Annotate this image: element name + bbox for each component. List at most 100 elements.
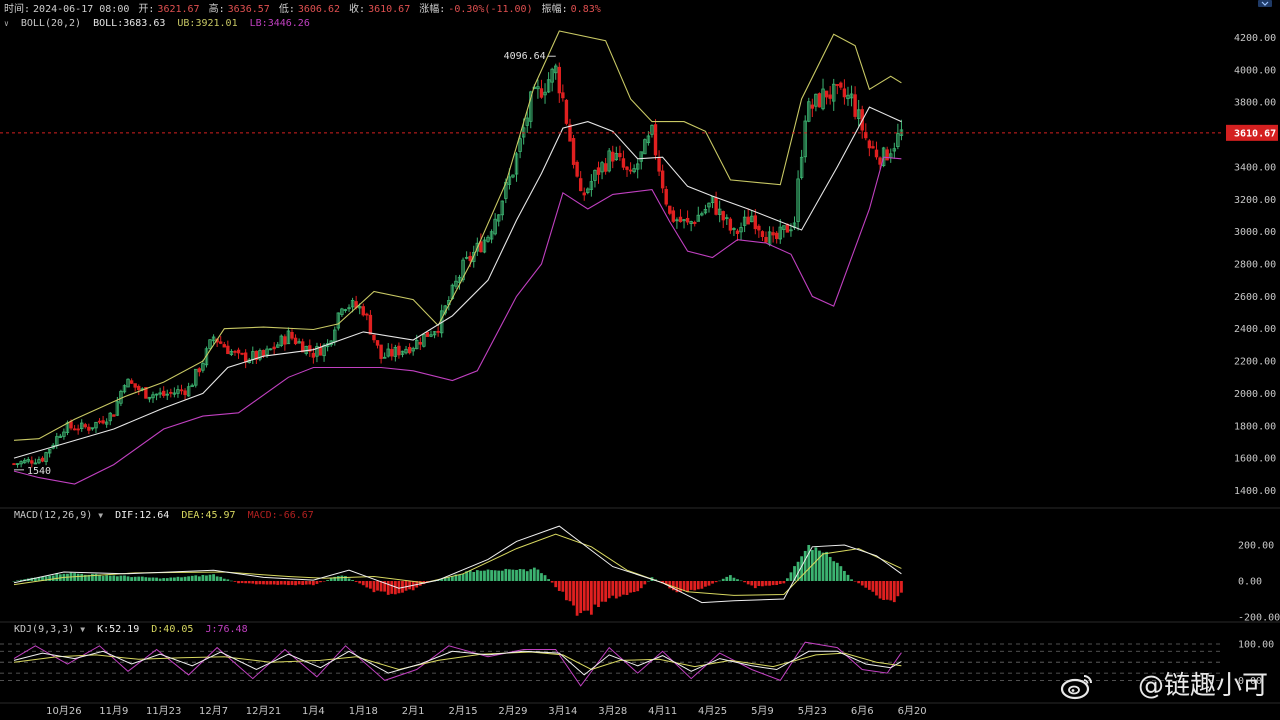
candle-down	[283, 336, 287, 345]
kdj-legend: KDJ(9,3,3) ▼ K:52.19 D:40.05 J:76.48	[14, 623, 254, 637]
y-tick-label: 3400.00	[1234, 162, 1276, 173]
candle-down	[129, 380, 134, 384]
candle-down	[390, 349, 394, 357]
macd-bar	[664, 581, 668, 585]
macd-bar	[597, 581, 600, 608]
candle-up	[461, 259, 465, 281]
candle-down	[657, 157, 661, 172]
candle-up	[400, 350, 405, 355]
macd-bar	[344, 576, 347, 581]
candle-down	[368, 314, 373, 335]
macd-bar	[843, 570, 846, 581]
candle-down	[240, 352, 244, 355]
macd-bar	[721, 578, 725, 581]
candle-down	[561, 92, 565, 99]
macd-bar	[515, 569, 518, 581]
macd-bar	[276, 581, 280, 585]
candle-up	[122, 385, 127, 393]
macd-bar	[522, 569, 526, 581]
macd-bar	[857, 581, 861, 584]
kdj-j-line	[13, 641, 902, 687]
macd-bar	[447, 577, 451, 581]
x-tick-label: 5月9	[751, 705, 774, 717]
macd-bar	[247, 581, 251, 584]
candle-down	[664, 189, 668, 205]
candle-up	[115, 401, 120, 416]
boll-mid-value: BOLL:3683.63	[93, 18, 166, 29]
candle-up	[276, 344, 280, 348]
panel-toggle-icon[interactable]	[1244, 0, 1274, 10]
macd-bar	[689, 581, 693, 590]
candle-down	[760, 231, 765, 237]
macd-bar	[764, 581, 768, 586]
candle-down	[179, 389, 184, 392]
kdj-j-value: J:76.48	[205, 624, 248, 635]
candle-down	[785, 223, 790, 233]
macd-bar	[878, 581, 882, 599]
macd-bar	[800, 556, 804, 581]
macd-bar	[12, 581, 16, 582]
macd-bar	[782, 581, 786, 584]
candle-up	[108, 412, 112, 422]
macd-bar	[543, 575, 547, 581]
x-tick-label: 1月18	[349, 705, 378, 717]
x-tick-label: 4月11	[648, 705, 677, 717]
x-tick-label: 3月14	[548, 705, 577, 717]
kdj-dropdown-icon[interactable]: ▼	[80, 625, 86, 634]
candle-down	[407, 346, 412, 354]
candle-up	[350, 300, 355, 308]
y-tick-label: 2800.00	[1234, 260, 1276, 271]
low-value: 3606.62	[297, 4, 341, 15]
boll-collapse-caret-icon[interactable]: ∨	[4, 19, 9, 28]
macd-bar	[340, 575, 344, 581]
macd-bar	[821, 552, 825, 581]
macd-bar	[83, 574, 87, 581]
candle-down	[564, 99, 569, 124]
macd-bar	[550, 581, 554, 583]
candle-down	[290, 331, 294, 339]
y-tick-label: 4000.00	[1234, 65, 1276, 76]
macd-bar	[155, 577, 158, 581]
candle-down	[361, 306, 365, 316]
candle-up	[211, 336, 216, 342]
candle-up	[707, 202, 711, 208]
candle-up	[493, 218, 497, 235]
macd-bar	[393, 581, 397, 595]
macd-bar	[572, 581, 575, 606]
candle-up	[475, 242, 480, 252]
candle-down	[874, 149, 879, 158]
macd-name[interactable]: MACD(12,26,9)	[14, 510, 93, 521]
macd-bar	[860, 581, 864, 586]
candle-down	[557, 66, 561, 94]
macd-bar	[593, 581, 597, 605]
macd-bar	[98, 574, 101, 581]
candle-down	[735, 230, 740, 234]
macd-bar	[304, 581, 308, 585]
macd-bar	[500, 570, 504, 581]
candle-up	[725, 217, 729, 220]
candle-up	[33, 462, 38, 465]
macd-bar	[611, 581, 615, 596]
macd-bar	[807, 544, 811, 581]
candle-down	[137, 385, 141, 391]
candle-down	[871, 146, 875, 149]
macd-bar	[458, 574, 461, 581]
macd-bar	[753, 581, 757, 589]
candle-up	[646, 135, 651, 144]
candle-down	[169, 392, 173, 394]
change-label: 涨幅:	[419, 4, 446, 15]
macd-bar	[279, 581, 283, 585]
macd-bar	[379, 581, 383, 592]
candle-up	[796, 178, 800, 222]
macd-bar	[714, 581, 718, 583]
macd-bar	[632, 581, 636, 593]
macd-dropdown-icon[interactable]: ▼	[98, 511, 104, 520]
kdj-name[interactable]: KDJ(9,3,3)	[14, 624, 75, 635]
candle-up	[47, 448, 52, 454]
candle-down	[379, 344, 383, 359]
candle-up	[639, 151, 643, 162]
boll-name[interactable]: BOLL(20,2)	[20, 18, 82, 29]
candle-up	[457, 276, 462, 283]
time-value: 2024-06-17 08:00	[33, 4, 130, 15]
candle-down	[97, 420, 102, 423]
